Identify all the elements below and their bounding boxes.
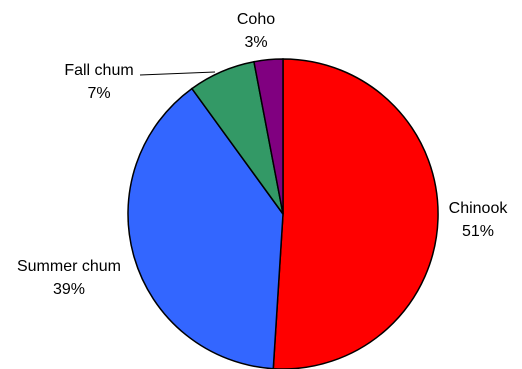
slice-pct-chinook: 51%: [462, 223, 494, 240]
slice-label-fall-chum: Fall chum: [64, 62, 133, 79]
fall-chum-leader-line: [140, 72, 215, 75]
slice-pct-fall-chum: 7%: [87, 85, 110, 102]
slice-label-chinook: Chinook: [449, 200, 509, 217]
slice-label-coho: Coho: [237, 11, 275, 28]
pie-slice-chinook: [273, 59, 438, 369]
pie-slices: [128, 59, 438, 369]
slice-pct-summer-chum: 39%: [53, 281, 85, 298]
slice-label-summer-chum: Summer chum: [17, 258, 121, 275]
slice-pct-coho: 3%: [244, 34, 267, 51]
